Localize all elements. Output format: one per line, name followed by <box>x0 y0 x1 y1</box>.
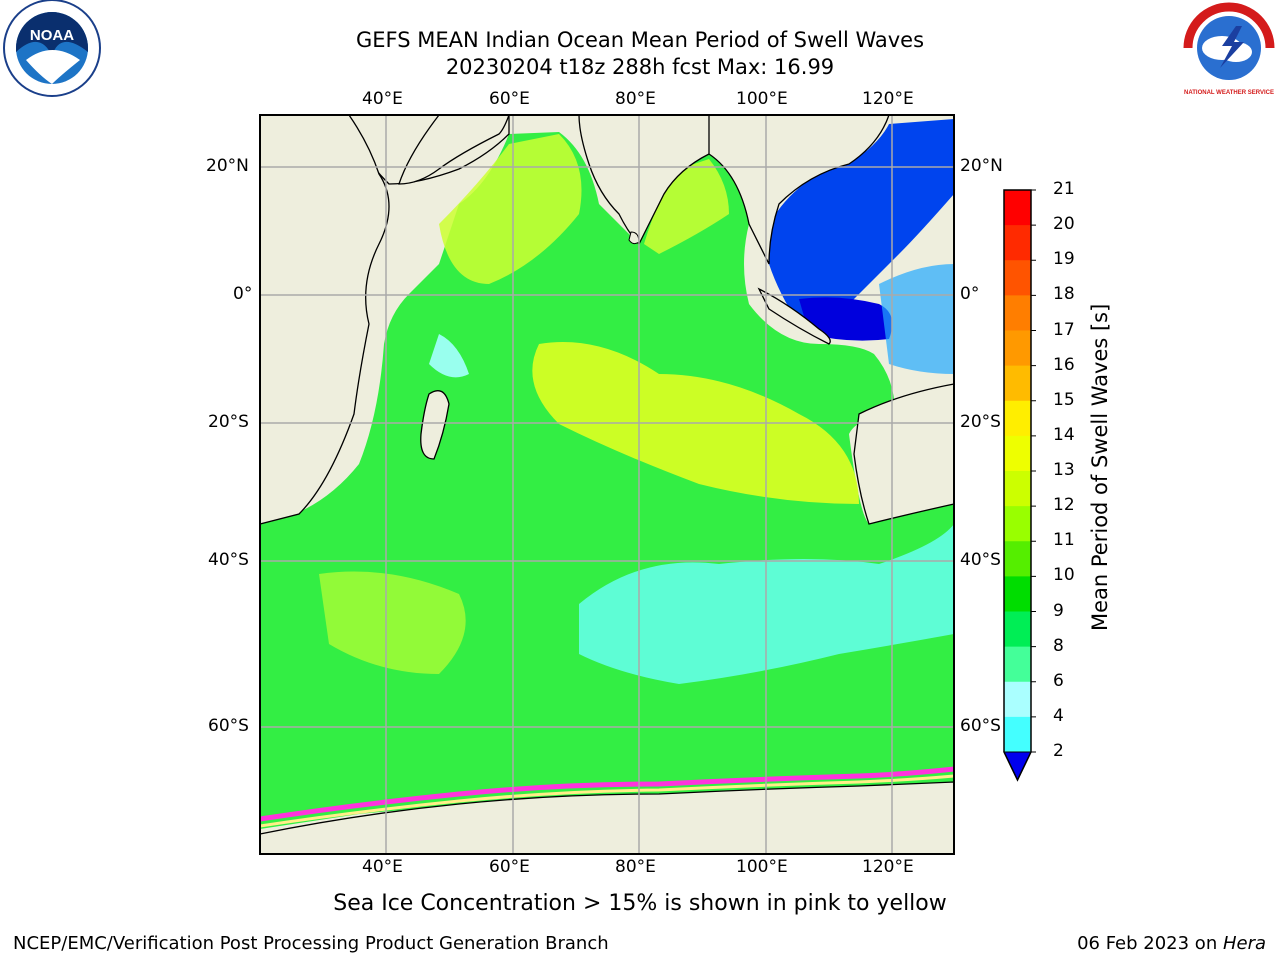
colorbar-tick-label: 4 <box>1053 705 1064 726</box>
colorbar-tick-label: 19 <box>1053 249 1075 270</box>
colorbar-bin <box>1004 646 1031 683</box>
colorbar-tick-label: 13 <box>1053 460 1075 480</box>
sea-ice-note: Sea Ice Concentration > 15% is shown in … <box>333 891 947 916</box>
southwest-yellow <box>319 571 466 674</box>
map-title-line2: 20230204 t18z 288h fcst Max: 16.99 <box>445 55 835 79</box>
lon-label-top-60e: 60°E <box>489 89 530 109</box>
colorbar-tick-label: 15 <box>1053 389 1075 410</box>
colorbar-bin <box>1004 611 1031 648</box>
colorbar-bin <box>1004 260 1031 296</box>
southeast-asia-land <box>708 114 890 265</box>
colorbar-extend-triangle <box>1003 751 1032 782</box>
lat-label-right-20n: 20°N <box>960 156 1003 176</box>
colorbar-tick-label: 16 <box>1053 354 1075 375</box>
map-title-line1: GEFS MEAN Indian Ocean Mean Period of Sw… <box>355 28 925 52</box>
colorbar-bin <box>1004 435 1031 472</box>
blue-java-sea <box>799 297 893 341</box>
map-border <box>259 114 955 855</box>
colorbar-bin <box>1004 365 1031 402</box>
lon-label-top-100e: 100°E <box>736 89 788 109</box>
colorbar-tick-label: 12 <box>1053 495 1075 516</box>
noaa-logo: NOAA <box>3 0 101 97</box>
colorbar-tick-label: 17 <box>1053 319 1075 340</box>
colorbar-bin <box>1004 225 1031 261</box>
footer-date: 06 Feb 2023 on Hera <box>1077 933 1266 954</box>
colorbar-bin <box>1004 330 1031 367</box>
lon-label-top-80e: 80°E <box>615 89 656 109</box>
nws-logo-text: NATIONAL WEATHER SERVICE <box>1184 90 1274 96</box>
antarctica-land <box>259 781 955 855</box>
lat-label-right-20s: 20°S <box>960 412 1001 432</box>
noaa-logo-text: NOAA <box>30 27 74 44</box>
australia-land <box>853 383 955 525</box>
lat-label-left-60s: 60°S <box>208 716 249 736</box>
bay-of-bengal-yellow <box>644 159 729 254</box>
footer-date-text: 06 Feb 2023 on <box>1077 933 1223 954</box>
lon-label-bottom-120e: 120°E <box>862 857 914 877</box>
arabian-sea-yellow <box>439 134 582 284</box>
colorbar-tick-label: 11 <box>1053 530 1075 551</box>
lon-label-bottom-100e: 100°E <box>736 857 788 877</box>
colorbar-tick-label: 20 <box>1053 214 1075 235</box>
colorbar-tick-label: 2 <box>1053 741 1064 761</box>
colorbar-tick-label: 14 <box>1053 424 1075 445</box>
lon-label-bottom-80e: 80°E <box>615 857 656 877</box>
colorbar-title: Mean Period of Swell Waves [s] <box>1088 303 1112 631</box>
lon-label-bottom-40e: 40°E <box>362 857 403 877</box>
lat-label-right-60s: 60°S <box>960 716 1001 736</box>
lon-label-top-120e: 120°E <box>862 89 914 109</box>
madagascar <box>420 390 450 460</box>
colorbar-bin <box>1004 506 1031 542</box>
light-blue-indonesia <box>879 264 954 374</box>
nws-logo: NATIONAL WEATHER SERVICE <box>1182 1 1276 96</box>
colorbar-tick-label: 6 <box>1053 670 1064 691</box>
colorbar-bin <box>1004 716 1031 753</box>
sumatra <box>757 287 831 345</box>
colorbar-bin <box>1004 400 1031 437</box>
lon-label-top-40e: 40°E <box>362 89 403 109</box>
colorbar-bin <box>1004 681 1031 718</box>
colorbar-border <box>1003 189 1032 782</box>
footer-producer: NCEP/EMC/Verification Post Processing Pr… <box>13 933 609 954</box>
lat-label-left-0: 0° <box>233 284 253 304</box>
colorbar <box>1003 189 1036 782</box>
lat-label-right-40s: 40°S <box>960 550 1001 570</box>
colorbar-bin <box>1004 471 1031 507</box>
footer-host: Hera <box>1222 933 1266 954</box>
colorbar-bin <box>1004 295 1031 331</box>
colorbar-tick-label: 10 <box>1053 565 1075 586</box>
colorbar-tick-label: 18 <box>1053 284 1075 305</box>
lat-label-left-20s: 20°S <box>208 412 249 432</box>
lat-label-right-0: 0° <box>960 284 980 304</box>
colorbar-tick-label: 8 <box>1053 635 1064 656</box>
colorbar-bin <box>1004 541 1031 577</box>
colorbar-tick-label: 21 <box>1053 179 1075 199</box>
blue-south-china-sea <box>769 119 954 328</box>
lat-label-left-40s: 40°S <box>208 550 249 570</box>
lat-label-left-20n: 20°N <box>206 156 249 176</box>
colorbar-tick-label: 9 <box>1053 600 1064 621</box>
colorbar-bin <box>1004 576 1031 612</box>
map-panel <box>259 114 955 855</box>
cyan-patch-north <box>429 334 469 378</box>
lon-label-bottom-60e: 60°E <box>489 857 530 877</box>
graticule <box>260 115 954 854</box>
horn-of-africa <box>259 114 390 525</box>
colorbar-bin <box>1004 190 1031 226</box>
